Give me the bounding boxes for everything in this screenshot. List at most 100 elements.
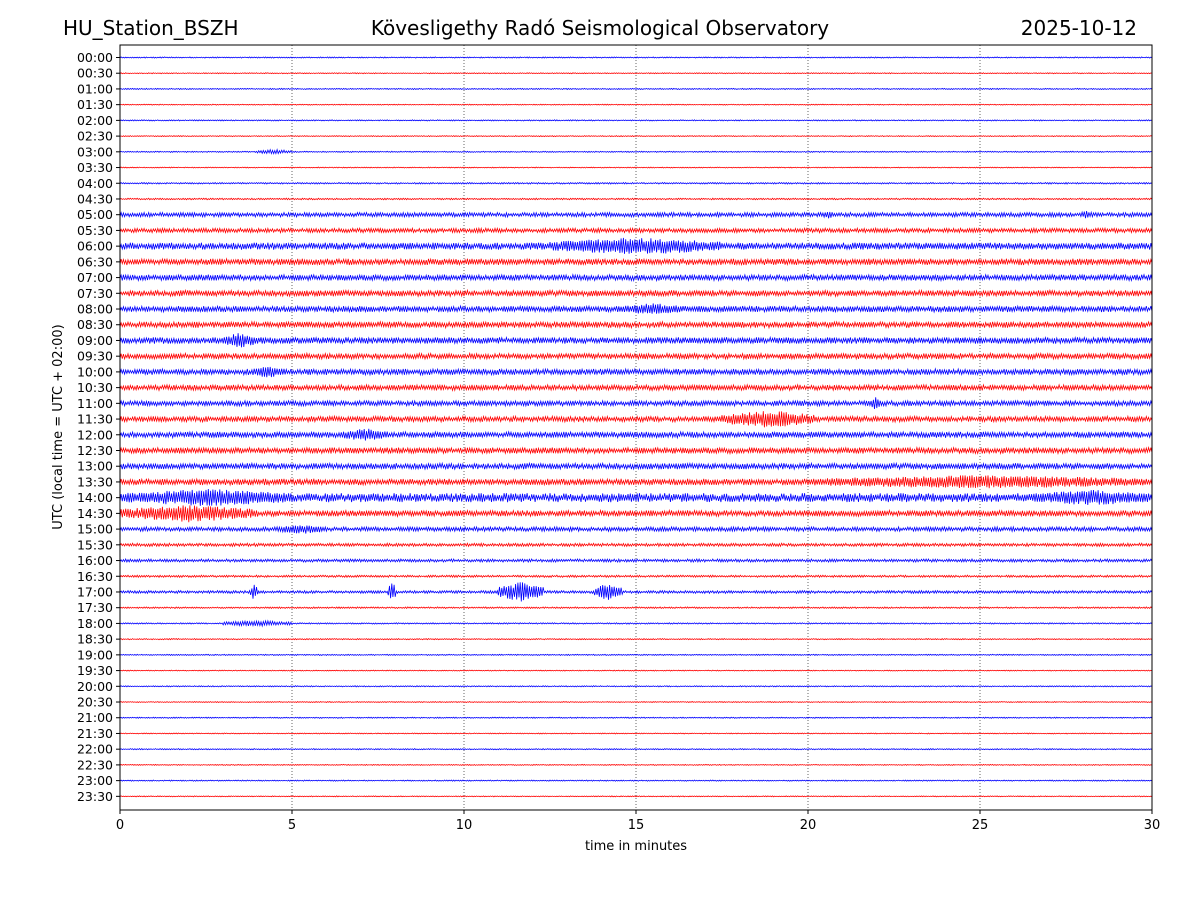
x-tick-label: 0 xyxy=(116,818,124,833)
row-label-1430: 14:30 xyxy=(77,506,113,521)
y-axis-label: UTC (local time = UTC + 02:00) xyxy=(51,324,66,529)
row-label-1130: 11:30 xyxy=(77,412,113,427)
x-axis-label: time in minutes xyxy=(585,839,687,854)
row-label-0230: 02:30 xyxy=(77,129,113,144)
station-id: HU_Station_BSZH xyxy=(63,16,239,40)
row-label-1630: 16:30 xyxy=(77,569,113,584)
trace-0700 xyxy=(119,273,1153,283)
trace-0500 xyxy=(119,210,1153,219)
trace-2230 xyxy=(119,763,1153,766)
trace-0600 xyxy=(119,237,1153,254)
trace-2130 xyxy=(119,732,1153,735)
x-tick-label: 20 xyxy=(800,818,817,833)
row-label-2230: 22:30 xyxy=(77,757,113,772)
trace-1230 xyxy=(119,446,1153,456)
trace-1630 xyxy=(119,574,1153,579)
row-label-2030: 20:30 xyxy=(77,695,113,710)
row-label-1300: 13:00 xyxy=(77,459,113,474)
x-tick-label: 5 xyxy=(288,818,296,833)
trace-1300 xyxy=(119,461,1153,471)
row-label-2130: 21:30 xyxy=(77,726,113,741)
trace-0900 xyxy=(119,333,1153,348)
row-label-1500: 15:00 xyxy=(77,522,113,537)
row-label-1930: 19:30 xyxy=(77,663,113,678)
trace-1930 xyxy=(119,669,1153,672)
row-label-0800: 08:00 xyxy=(77,302,113,317)
trace-0030 xyxy=(119,72,1153,75)
trace-0830 xyxy=(119,320,1153,330)
row-label-0200: 02:00 xyxy=(77,113,113,128)
trace-1030 xyxy=(119,383,1153,392)
x-axis-ticks: 0 5 10 15 20 25 30 xyxy=(116,810,1160,833)
trace-0630 xyxy=(119,257,1153,267)
trace-0330 xyxy=(119,166,1153,169)
row-label-0700: 07:00 xyxy=(77,270,113,285)
x-tick-label: 30 xyxy=(1144,818,1161,833)
x-tick-label: 25 xyxy=(972,818,989,833)
row-label-1800: 18:00 xyxy=(77,616,113,631)
trace-2300 xyxy=(119,779,1153,782)
trace-0100 xyxy=(119,87,1153,91)
y-axis-ticks: 00:0000:3001:0001:3002:0002:3003:0003:30… xyxy=(77,50,120,804)
trace-2030 xyxy=(119,701,1153,704)
trace-1800 xyxy=(119,619,1153,628)
row-label-0130: 01:30 xyxy=(77,97,113,112)
x-tick-label: 10 xyxy=(456,818,473,833)
trace-1130 xyxy=(119,411,1153,428)
row-label-0100: 01:00 xyxy=(77,81,113,96)
row-label-1200: 12:00 xyxy=(77,427,113,442)
trace-0000 xyxy=(119,56,1153,59)
row-label-0530: 05:30 xyxy=(77,223,113,238)
grid-lines xyxy=(291,45,981,810)
row-label-2300: 23:00 xyxy=(77,773,113,788)
trace-1600 xyxy=(119,557,1153,564)
row-label-0500: 05:00 xyxy=(77,207,113,222)
trace-0200 xyxy=(119,119,1153,122)
row-label-0000: 00:00 xyxy=(77,50,113,65)
record-date: 2025-10-12 xyxy=(1020,16,1137,40)
row-label-0430: 04:30 xyxy=(77,191,113,206)
row-label-1900: 19:00 xyxy=(77,647,113,662)
trace-2000 xyxy=(119,685,1153,688)
row-label-0930: 09:30 xyxy=(77,349,113,364)
row-label-0030: 00:30 xyxy=(77,66,113,81)
trace-1530 xyxy=(119,542,1153,548)
trace-0400 xyxy=(119,181,1153,185)
row-label-2100: 21:00 xyxy=(77,710,113,725)
trace-1700 xyxy=(119,582,1153,602)
trace-0930 xyxy=(119,351,1153,361)
row-label-0830: 08:30 xyxy=(77,317,113,332)
row-label-1830: 18:30 xyxy=(77,632,113,647)
trace-0800 xyxy=(119,303,1153,314)
x-tick-label: 15 xyxy=(628,818,645,833)
trace-1100 xyxy=(119,397,1153,409)
trace-1830 xyxy=(119,637,1153,641)
trace-2100 xyxy=(119,716,1153,719)
row-label-1000: 10:00 xyxy=(77,364,113,379)
trace-1400 xyxy=(119,489,1153,506)
trace-0430 xyxy=(119,197,1153,201)
observatory-title: Kövesligethy Radó Seismological Observat… xyxy=(370,16,830,40)
row-label-0630: 06:30 xyxy=(77,254,113,269)
row-label-1700: 17:00 xyxy=(77,584,113,599)
row-label-1230: 12:30 xyxy=(77,443,113,458)
row-label-1330: 13:30 xyxy=(77,474,113,489)
row-label-0730: 07:30 xyxy=(77,286,113,301)
row-label-1530: 15:30 xyxy=(77,537,113,552)
trace-0130 xyxy=(119,103,1153,106)
row-label-0900: 09:00 xyxy=(77,333,113,348)
row-label-1030: 10:30 xyxy=(77,380,113,395)
trace-2200 xyxy=(119,748,1153,751)
seismic-traces xyxy=(119,56,1153,798)
row-label-0300: 03:00 xyxy=(77,144,113,159)
trace-1430 xyxy=(119,505,1153,523)
trace-1200 xyxy=(119,428,1153,441)
trace-2330 xyxy=(119,795,1153,798)
row-label-0600: 06:00 xyxy=(77,239,113,254)
row-label-1600: 16:00 xyxy=(77,553,113,568)
trace-0530 xyxy=(119,226,1153,235)
row-label-1400: 14:00 xyxy=(77,490,113,505)
row-label-1100: 11:00 xyxy=(77,396,113,411)
trace-1730 xyxy=(119,606,1153,610)
